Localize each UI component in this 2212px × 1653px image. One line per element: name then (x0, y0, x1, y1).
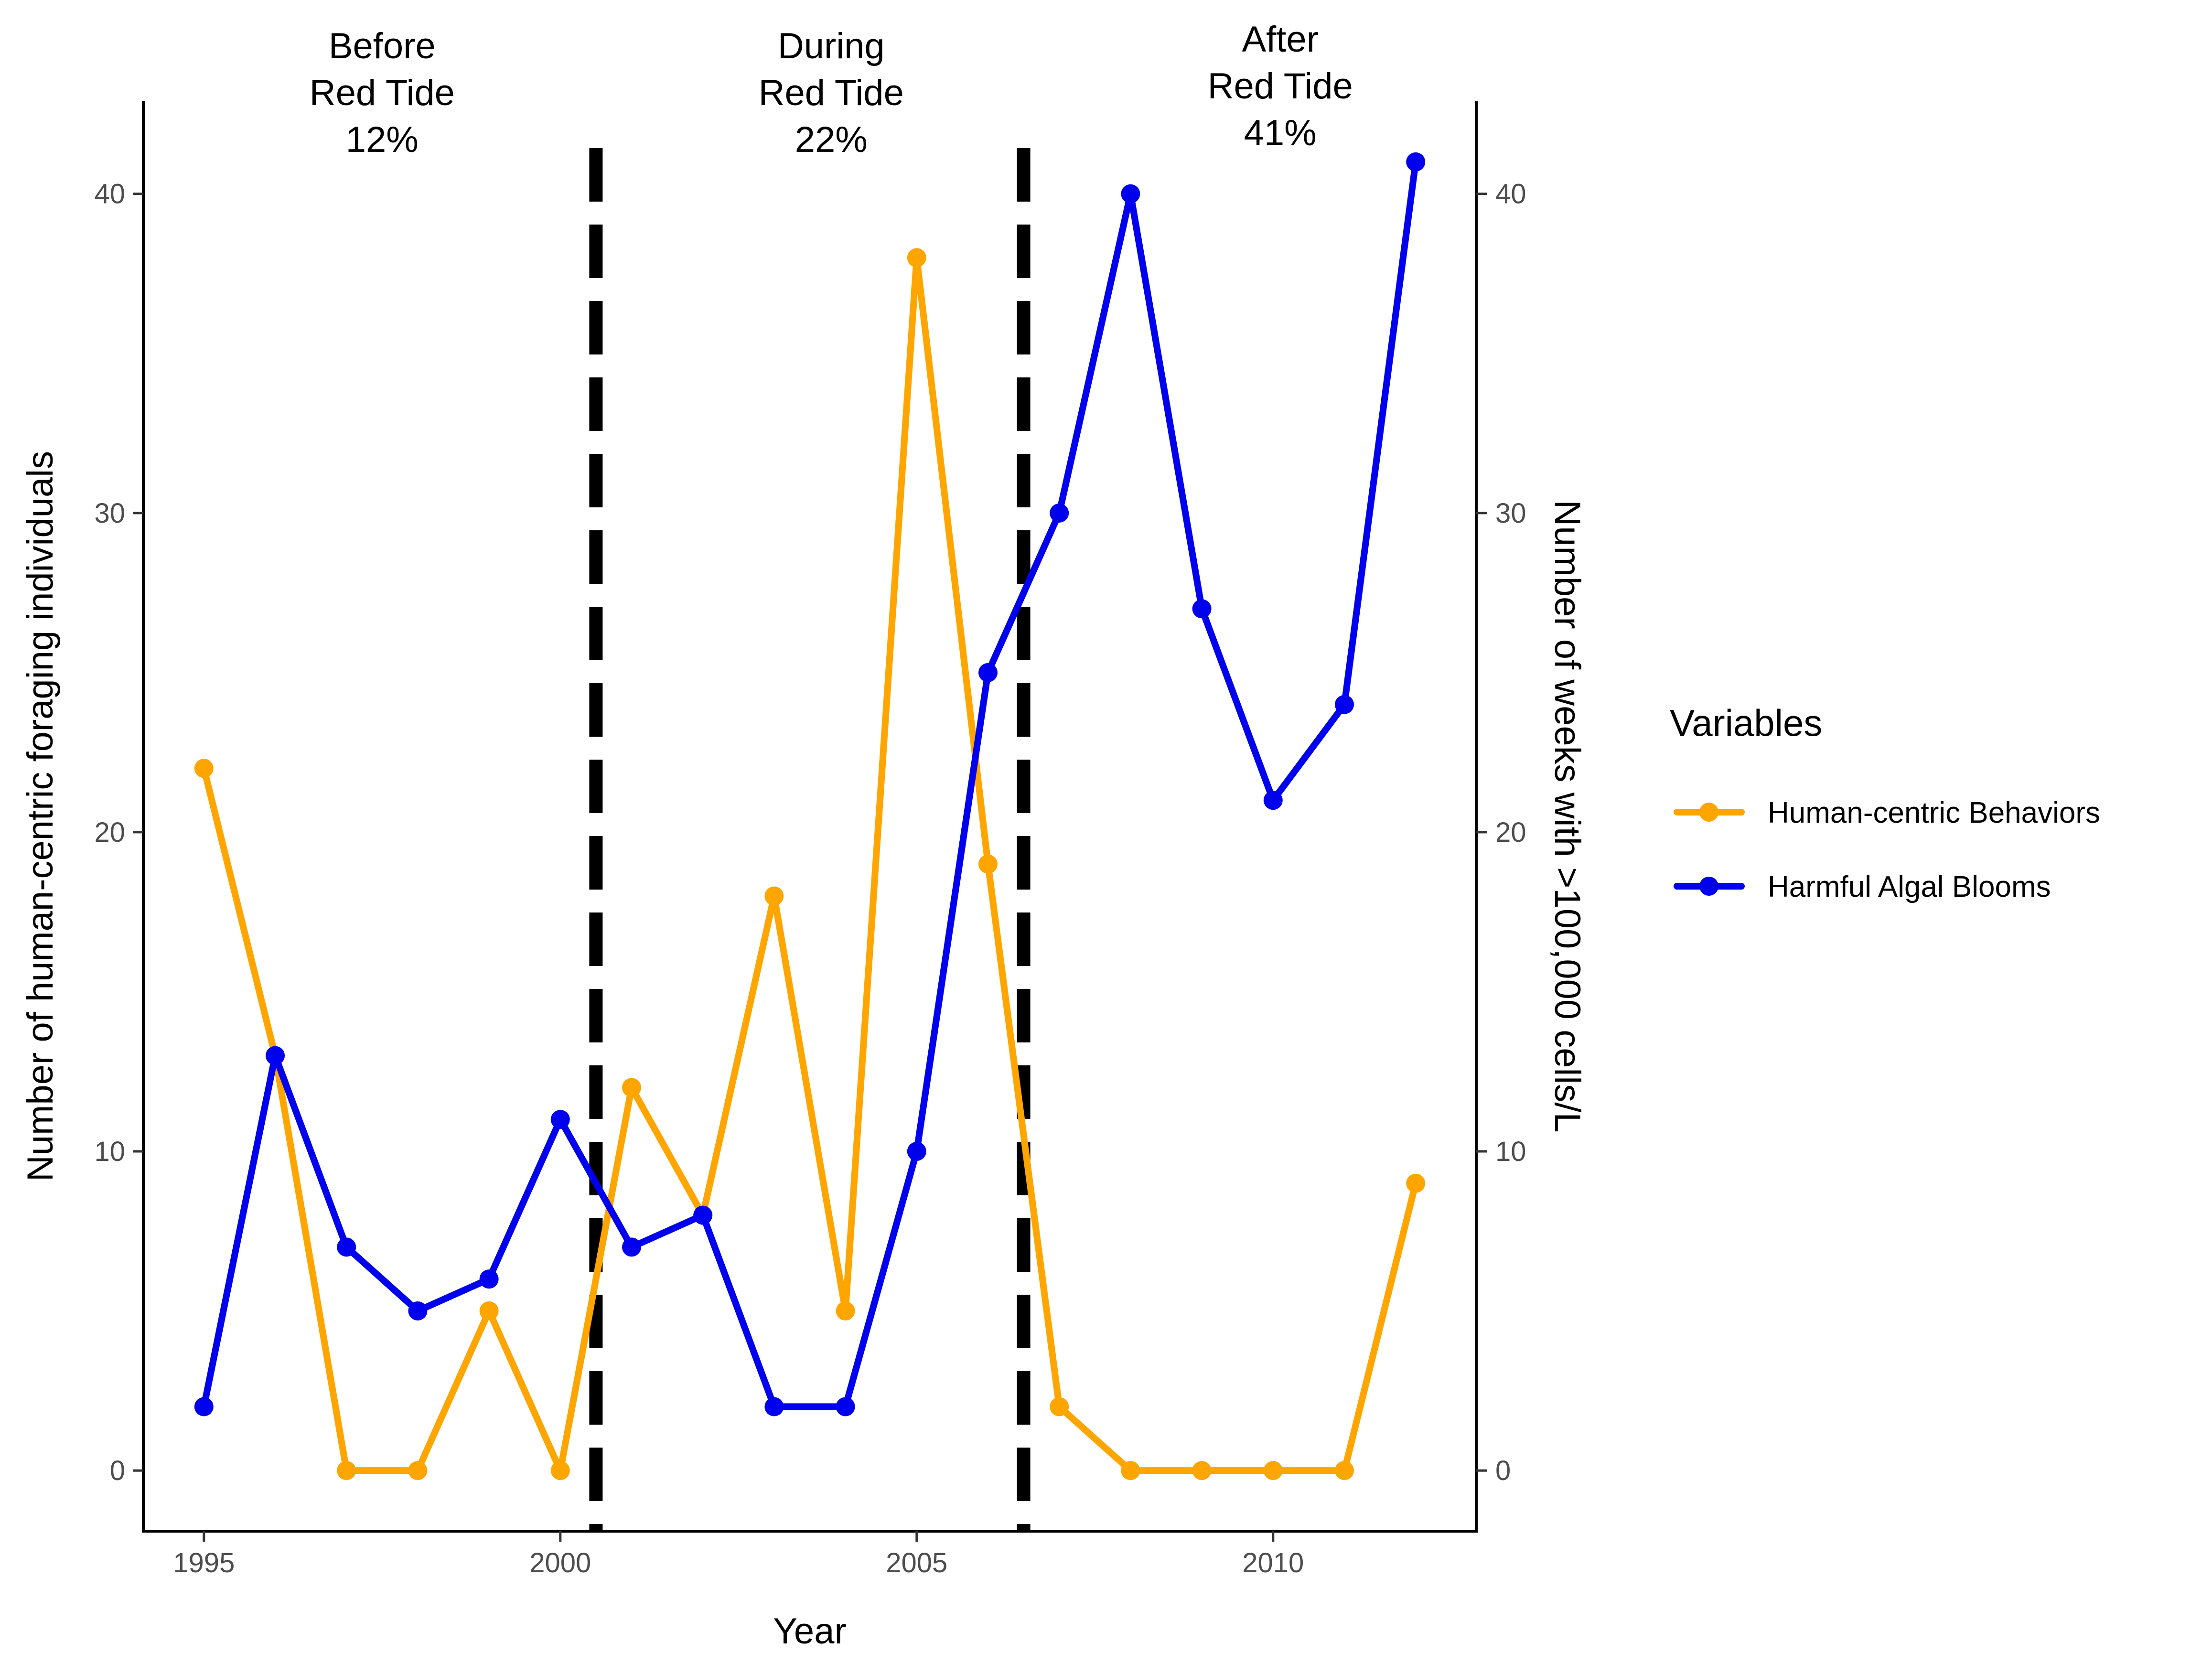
series-1-point-2001 (622, 1078, 642, 1097)
y-left-tick-label-20: 20 (94, 817, 125, 848)
series-1-point-1998 (408, 1461, 428, 1481)
legend-swatch-point-2 (1699, 877, 1718, 896)
period-1-label-line-2: Red Tide (310, 73, 455, 113)
series-2-point-2008 (1121, 184, 1140, 204)
series-2-point-1999 (479, 1269, 499, 1289)
period-3-label-line-3: 41% (1244, 113, 1317, 153)
series-2-point-2009 (1192, 599, 1212, 619)
series-1-point-2005 (907, 248, 926, 268)
legend-title: Variables (1670, 702, 1822, 744)
period-1-label-line-1: Before (329, 26, 436, 66)
period-2-label-line-3: 22% (795, 119, 868, 160)
period-dividers (589, 148, 1031, 1531)
y-axis-left-title: Number of human-centric foraging individ… (20, 451, 61, 1181)
series-2-point-2007 (1050, 503, 1069, 523)
series-1-point-1995 (194, 759, 214, 778)
series-1-point-2010 (1263, 1461, 1283, 1481)
series-1-point-2004 (836, 1301, 855, 1321)
series-2-point-2005 (907, 1141, 926, 1161)
series-2-point-1995 (194, 1397, 214, 1417)
series-1-point-2000 (550, 1461, 570, 1481)
y-right-tick-label-10: 10 (1495, 1136, 1526, 1167)
series-line-2 (200, 158, 1419, 1410)
x-tick-label-2005: 2005 (886, 1547, 947, 1578)
series-2-point-1998 (408, 1301, 428, 1321)
legend-label-1: Human-centric Behaviors (1768, 796, 2100, 829)
y-right-tick-label-0: 0 (1495, 1455, 1511, 1486)
series-2-point-2001 (622, 1237, 642, 1257)
y-axis-right-title: Number of weeks with >100,000 cells/L (1547, 500, 1588, 1132)
period-3-label-line-1: After (1242, 19, 1319, 60)
series-1-point-2007 (1050, 1397, 1069, 1417)
series-2-point-2011 (1334, 695, 1354, 714)
series-1-point-1997 (337, 1461, 356, 1481)
series-1-point-2009 (1192, 1461, 1212, 1481)
y-right-tick-label-30: 30 (1495, 498, 1526, 529)
y-right-tick-label-40: 40 (1495, 179, 1526, 210)
series-2-point-2006 (978, 663, 998, 682)
x-axis-title: Year (773, 1611, 847, 1652)
series-1-point-2008 (1121, 1461, 1140, 1481)
series-1-point-2006 (978, 854, 998, 874)
axes-layer: 0 0 10 10 20 20 30 30 40 40 1995 2000 2005 2010 Year Nu… (20, 101, 1588, 1652)
series-2-point-2002 (693, 1205, 713, 1225)
y-left-tick-label-10: 10 (94, 1136, 125, 1167)
legend-label-2: Harmful Algal Blooms (1768, 870, 2051, 903)
series-2-point-1996 (266, 1046, 285, 1065)
series-2-point-2012 (1406, 152, 1426, 172)
series-2-point-2003 (764, 1397, 784, 1417)
y-left-tick-label-0: 0 (110, 1455, 125, 1486)
series-2-point-2004 (836, 1397, 855, 1417)
period-labels: Before Red Tide 12% During Red Tide 22% After R… (310, 19, 1353, 160)
x-tick-label-2000: 2000 (529, 1547, 591, 1578)
series-1-point-2011 (1334, 1461, 1354, 1481)
x-tick-label-1995: 1995 (173, 1547, 235, 1578)
period-2-label-line-2: Red Tide (759, 73, 904, 113)
series-2-point-2000 (550, 1110, 570, 1129)
series-1-point-2012 (1406, 1173, 1426, 1193)
series-2-point-1997 (337, 1237, 356, 1257)
series-1-point-2003 (764, 886, 784, 906)
period-3-label-line-2: Red Tide (1208, 66, 1353, 107)
series-line-1 (200, 254, 1419, 1474)
legend: Variables Human-centric Behaviors Harmful … (1670, 702, 2100, 903)
period-1-label-line-3: 12% (346, 119, 419, 160)
y-left-tick-label-40: 40 (94, 179, 125, 210)
legend-swatch-point-1 (1699, 803, 1718, 822)
period-2-label-line-1: During (778, 26, 885, 66)
series-2-point-2010 (1263, 791, 1283, 810)
series-layer (194, 152, 1426, 1481)
series-1-point-1999 (479, 1301, 499, 1321)
y-left-tick-label-30: 30 (94, 498, 125, 529)
y-right-tick-label-20: 20 (1495, 817, 1526, 848)
x-tick-label-2010: 2010 (1242, 1547, 1304, 1578)
